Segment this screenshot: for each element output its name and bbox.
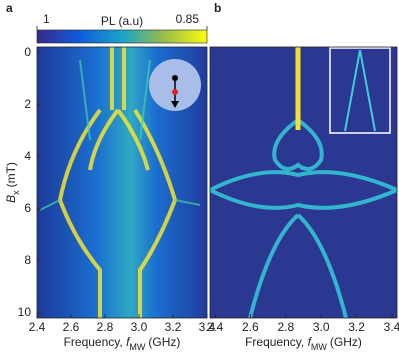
axis-label-part: MW: [129, 342, 145, 352]
panel-label: a: [6, 1, 13, 15]
y-tick-label: 8: [24, 253, 31, 267]
x-tick-label: 3.0: [131, 320, 148, 334]
x-tick-label: 3.4: [384, 320, 399, 334]
x-tick-label: 3.0: [313, 320, 330, 334]
colorbar: [36, 29, 208, 44]
axis-label-part: B: [4, 195, 18, 203]
x-tick-label: 2.4: [207, 320, 224, 334]
axis-label: Bx (mT): [4, 162, 21, 203]
x-tick-label: 3.2: [165, 320, 182, 334]
axis-label-part: f: [126, 335, 131, 349]
axis-label-part: MW: [311, 342, 327, 352]
heatmap-image: [37, 47, 207, 318]
colorbar-label: PL (a.u): [101, 14, 143, 28]
x-tick-label: 3.4: [199, 320, 216, 334]
plot-frame: [209, 46, 398, 319]
x-tick-label: 2.8: [97, 320, 114, 334]
axis-label-part: (GHz): [148, 335, 180, 349]
x-tick-label: 2.8: [277, 320, 294, 334]
axis-label: Frequency, fMW (GHz): [64, 335, 181, 352]
axis-label-part: (GHz): [330, 335, 362, 349]
x-tick-label: 3.2: [348, 320, 365, 334]
axis-label-part: f: [308, 335, 313, 349]
y-tick-label: 0: [24, 45, 31, 59]
colorbar-tick-label: 1: [43, 12, 50, 26]
axis-label-part: Frequency,: [245, 335, 307, 349]
x-tick-label: 2.6: [242, 320, 259, 334]
y-tick-label: 6: [24, 201, 31, 215]
axis-label-part: x: [11, 190, 21, 195]
axis-label-part: (mT): [4, 162, 18, 187]
x-tick-label: 2.6: [63, 320, 80, 334]
y-tick-label: 10: [18, 305, 32, 319]
axis-label-part: Frequency,: [64, 335, 126, 349]
heatmap-image: [209, 47, 398, 319]
panel-label: b: [214, 1, 221, 15]
y-tick-label: 4: [24, 149, 31, 163]
y-tick-label: 2: [24, 97, 31, 111]
colorbar-tick-label: 0.85: [176, 12, 200, 26]
axis-label: Frequency, fMW (GHz): [245, 335, 362, 352]
plot-frame: [36, 46, 208, 319]
x-tick-label: 2.4: [29, 320, 46, 334]
